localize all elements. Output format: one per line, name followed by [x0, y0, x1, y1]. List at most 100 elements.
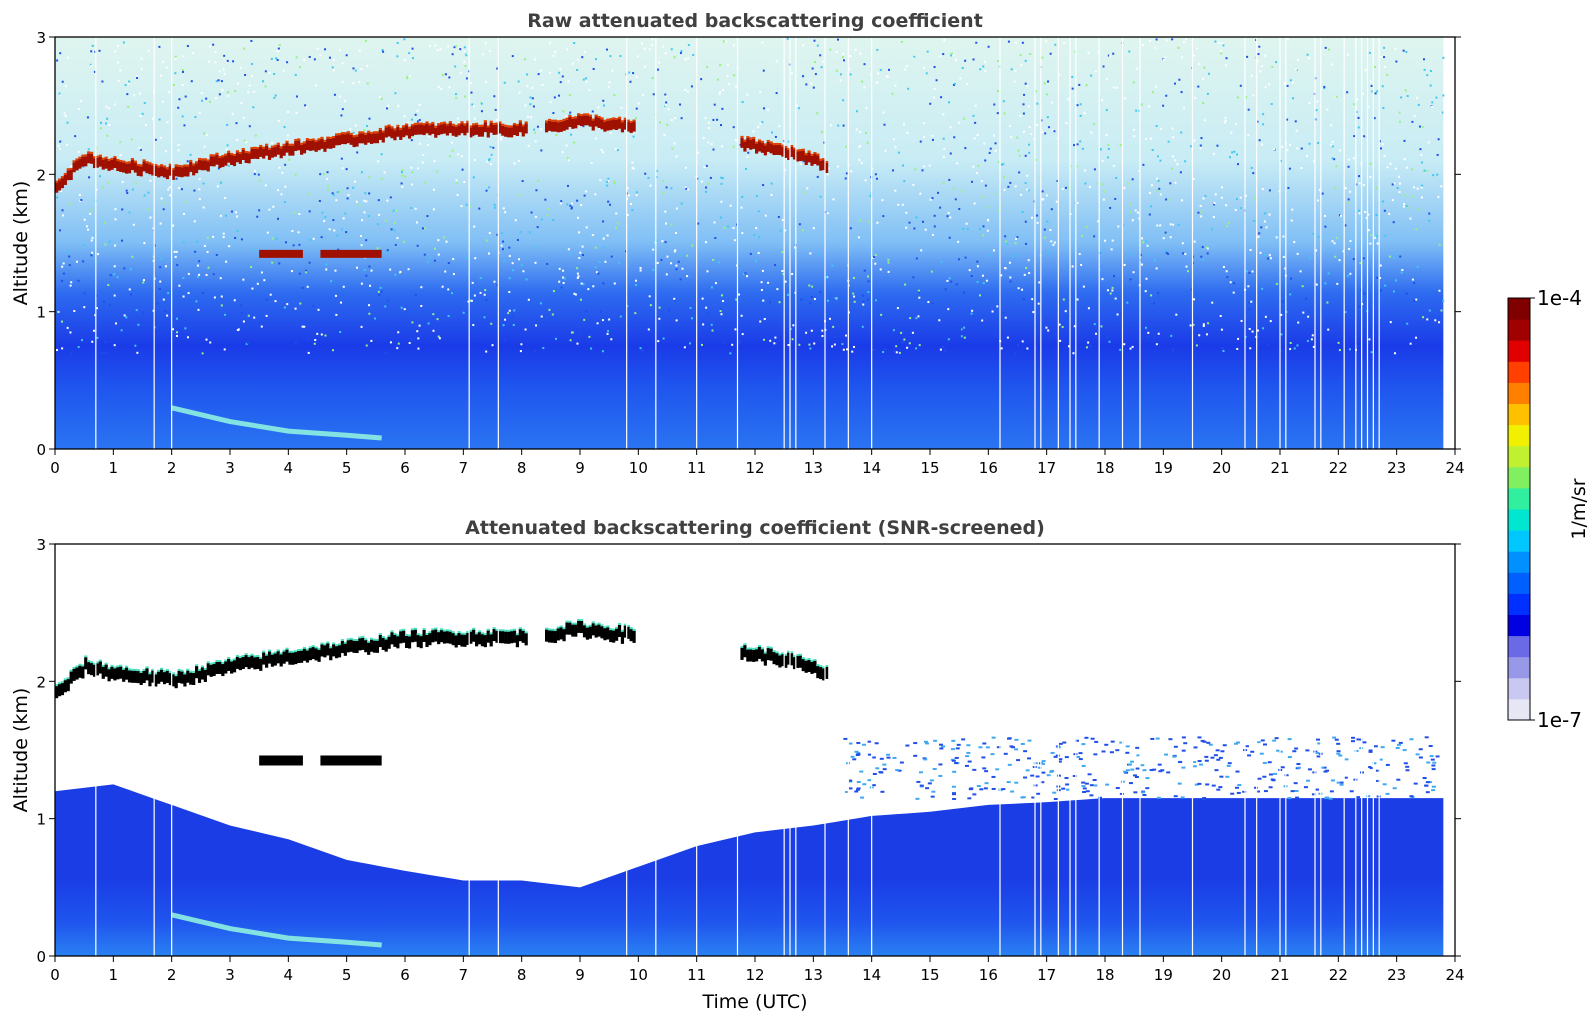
screened-aerosol-layer	[171, 912, 382, 948]
panel-raw-xtick-label: 15	[920, 459, 939, 477]
colorbar-cell	[1508, 656, 1530, 679]
panel-raw-xtick-label: 16	[979, 459, 998, 477]
screened-signal-region	[55, 784, 1444, 956]
raw-aerosol-layer	[171, 405, 382, 441]
panel-raw-ytick-label: 2	[36, 166, 46, 184]
panel-raw-xtick-label: 18	[1095, 459, 1114, 477]
panel-raw-xtick-label: 0	[50, 459, 60, 477]
panel-raw-xtick-label: 19	[1154, 459, 1173, 477]
panel-raw-xtick-label: 10	[629, 459, 648, 477]
panel-screened-xtick-label: 9	[575, 966, 585, 984]
panel-screened-ytick-label: 2	[36, 673, 46, 691]
panel-raw-xtick-label: 20	[1212, 459, 1231, 477]
colorbar-cell	[1508, 614, 1530, 637]
panel-raw-plot-area	[55, 37, 1445, 449]
colorbar-units-label: 1/m/sr	[1568, 478, 1590, 539]
panel-screened-xtick-label: 6	[400, 966, 410, 984]
panel-raw-xtick-label: 4	[284, 459, 294, 477]
colorbar-cell	[1508, 340, 1530, 362]
colorbar-cell	[1508, 445, 1530, 468]
colorbar-cell	[1508, 635, 1530, 658]
panel-screened-xtick-label: 8	[517, 966, 527, 984]
panel-raw-xtick-label: 7	[459, 459, 469, 477]
panel-screened-xtick-label: 18	[1095, 966, 1114, 984]
panel-screened-xtick-label: 23	[1387, 966, 1406, 984]
raw-cloud-layer	[55, 113, 829, 193]
panel-screened-xtick-label: 15	[920, 966, 939, 984]
panel-screened-title: Attenuated backscattering coefficient (S…	[465, 517, 1045, 539]
panel-raw-xtick-label: 24	[1445, 459, 1464, 477]
colorbar-cell	[1508, 677, 1530, 700]
panel-screened-ytick-label: 0	[36, 948, 46, 966]
panel-screened-xtick-label: 14	[862, 966, 881, 984]
colorbar-frame	[1507, 297, 1531, 721]
panel-raw-title: Raw attenuated backscattering coefficien…	[527, 10, 983, 32]
raw-background-field	[55, 37, 1444, 449]
colorbar-max-label: 1e-4	[1537, 286, 1582, 310]
panel-screened-xtick-label: 4	[284, 966, 294, 984]
panel-raw-xtick-label: 22	[1329, 459, 1348, 477]
colorbar-cell	[1508, 572, 1530, 594]
panel-screened-xtick-label: 10	[629, 966, 648, 984]
screened-speckle	[843, 736, 1440, 801]
panel-screened-xtick-label: 12	[745, 966, 764, 984]
panel-screened-xtick-label: 7	[459, 966, 469, 984]
panel-screened-xlabel: Time (UTC)	[701, 991, 807, 1013]
panel-screened-xtick-label: 19	[1154, 966, 1173, 984]
panel-raw-xtick-label: 14	[862, 459, 881, 477]
screened-missing-profiles	[95, 544, 1380, 956]
panel-raw-ytick-label: 3	[36, 29, 46, 47]
colorbar-cell	[1508, 382, 1530, 404]
raw-noise-speckle	[55, 37, 1445, 355]
panel-raw: Raw attenuated backscattering coefficien…	[10, 10, 1465, 477]
panel-screened-xtick-label: 21	[1270, 966, 1289, 984]
panel-raw-xtick-label: 12	[745, 459, 764, 477]
raw-lower-cloud	[259, 249, 382, 258]
panel-screened-xtick-label: 0	[50, 966, 60, 984]
colorbar-cell	[1508, 466, 1530, 489]
colorbar-cell	[1508, 361, 1530, 383]
panel-raw-xtick-label: 2	[167, 459, 177, 477]
colorbar-cell	[1508, 487, 1530, 510]
panel-screened-xtick-label: 16	[979, 966, 998, 984]
screened-lower-cloud	[259, 755, 382, 766]
panel-screened-xtick-label: 11	[687, 966, 706, 984]
raw-missing-profiles	[95, 37, 1380, 449]
panel-screened-xtick-label: 22	[1329, 966, 1348, 984]
colorbar-min-label: 1e-7	[1537, 708, 1582, 732]
panel-raw-xtick-label: 6	[400, 459, 410, 477]
colorbar: 1e-4 1e-7 1/m/sr	[1507, 286, 1590, 732]
panel-screened-ylabel: Altitude (km)	[10, 688, 32, 813]
panel-raw-xtick-label: 5	[342, 459, 352, 477]
colorbar-cell	[1508, 698, 1530, 721]
panel-screened-xtick-label: 3	[225, 966, 235, 984]
panel-screened-xtick-label: 17	[1037, 966, 1056, 984]
panel-raw-xtick-label: 17	[1037, 459, 1056, 477]
colorbar-cell	[1508, 319, 1530, 341]
panel-raw-xtick-label: 8	[517, 459, 527, 477]
panel-screened-xtick-label: 5	[342, 966, 352, 984]
panel-raw-xtick-label: 3	[225, 459, 235, 477]
panel-raw-ylabel: Altitude (km)	[10, 181, 32, 306]
panel-raw-xtick-label: 13	[804, 459, 823, 477]
panel-raw-xtick-label: 21	[1270, 459, 1289, 477]
panel-screened-xtick-label: 20	[1212, 966, 1231, 984]
panel-raw-xtick-label: 9	[575, 459, 585, 477]
panel-screened: Attenuated backscattering coefficient (S…	[10, 517, 1465, 1013]
panel-screened-xtick-label: 24	[1445, 966, 1464, 984]
colorbar-cell	[1508, 593, 1530, 615]
panel-screened-xtick-label: 1	[109, 966, 119, 984]
panel-raw-ytick-label: 0	[36, 441, 46, 459]
panel-screened-plot-area	[55, 544, 1444, 956]
colorbar-cell	[1508, 551, 1530, 573]
panel-raw-xtick-label: 1	[109, 459, 119, 477]
colorbar-cell	[1508, 530, 1530, 552]
colorbar-cell	[1508, 509, 1530, 531]
panel-screened-xtick-label: 2	[167, 966, 177, 984]
panel-screened-ytick-label: 1	[36, 811, 46, 829]
panel-raw-xtick-label: 23	[1387, 459, 1406, 477]
colorbar-cell	[1508, 403, 1530, 426]
screened-cloud-layer	[55, 618, 829, 699]
colorbar-cell	[1508, 298, 1530, 320]
